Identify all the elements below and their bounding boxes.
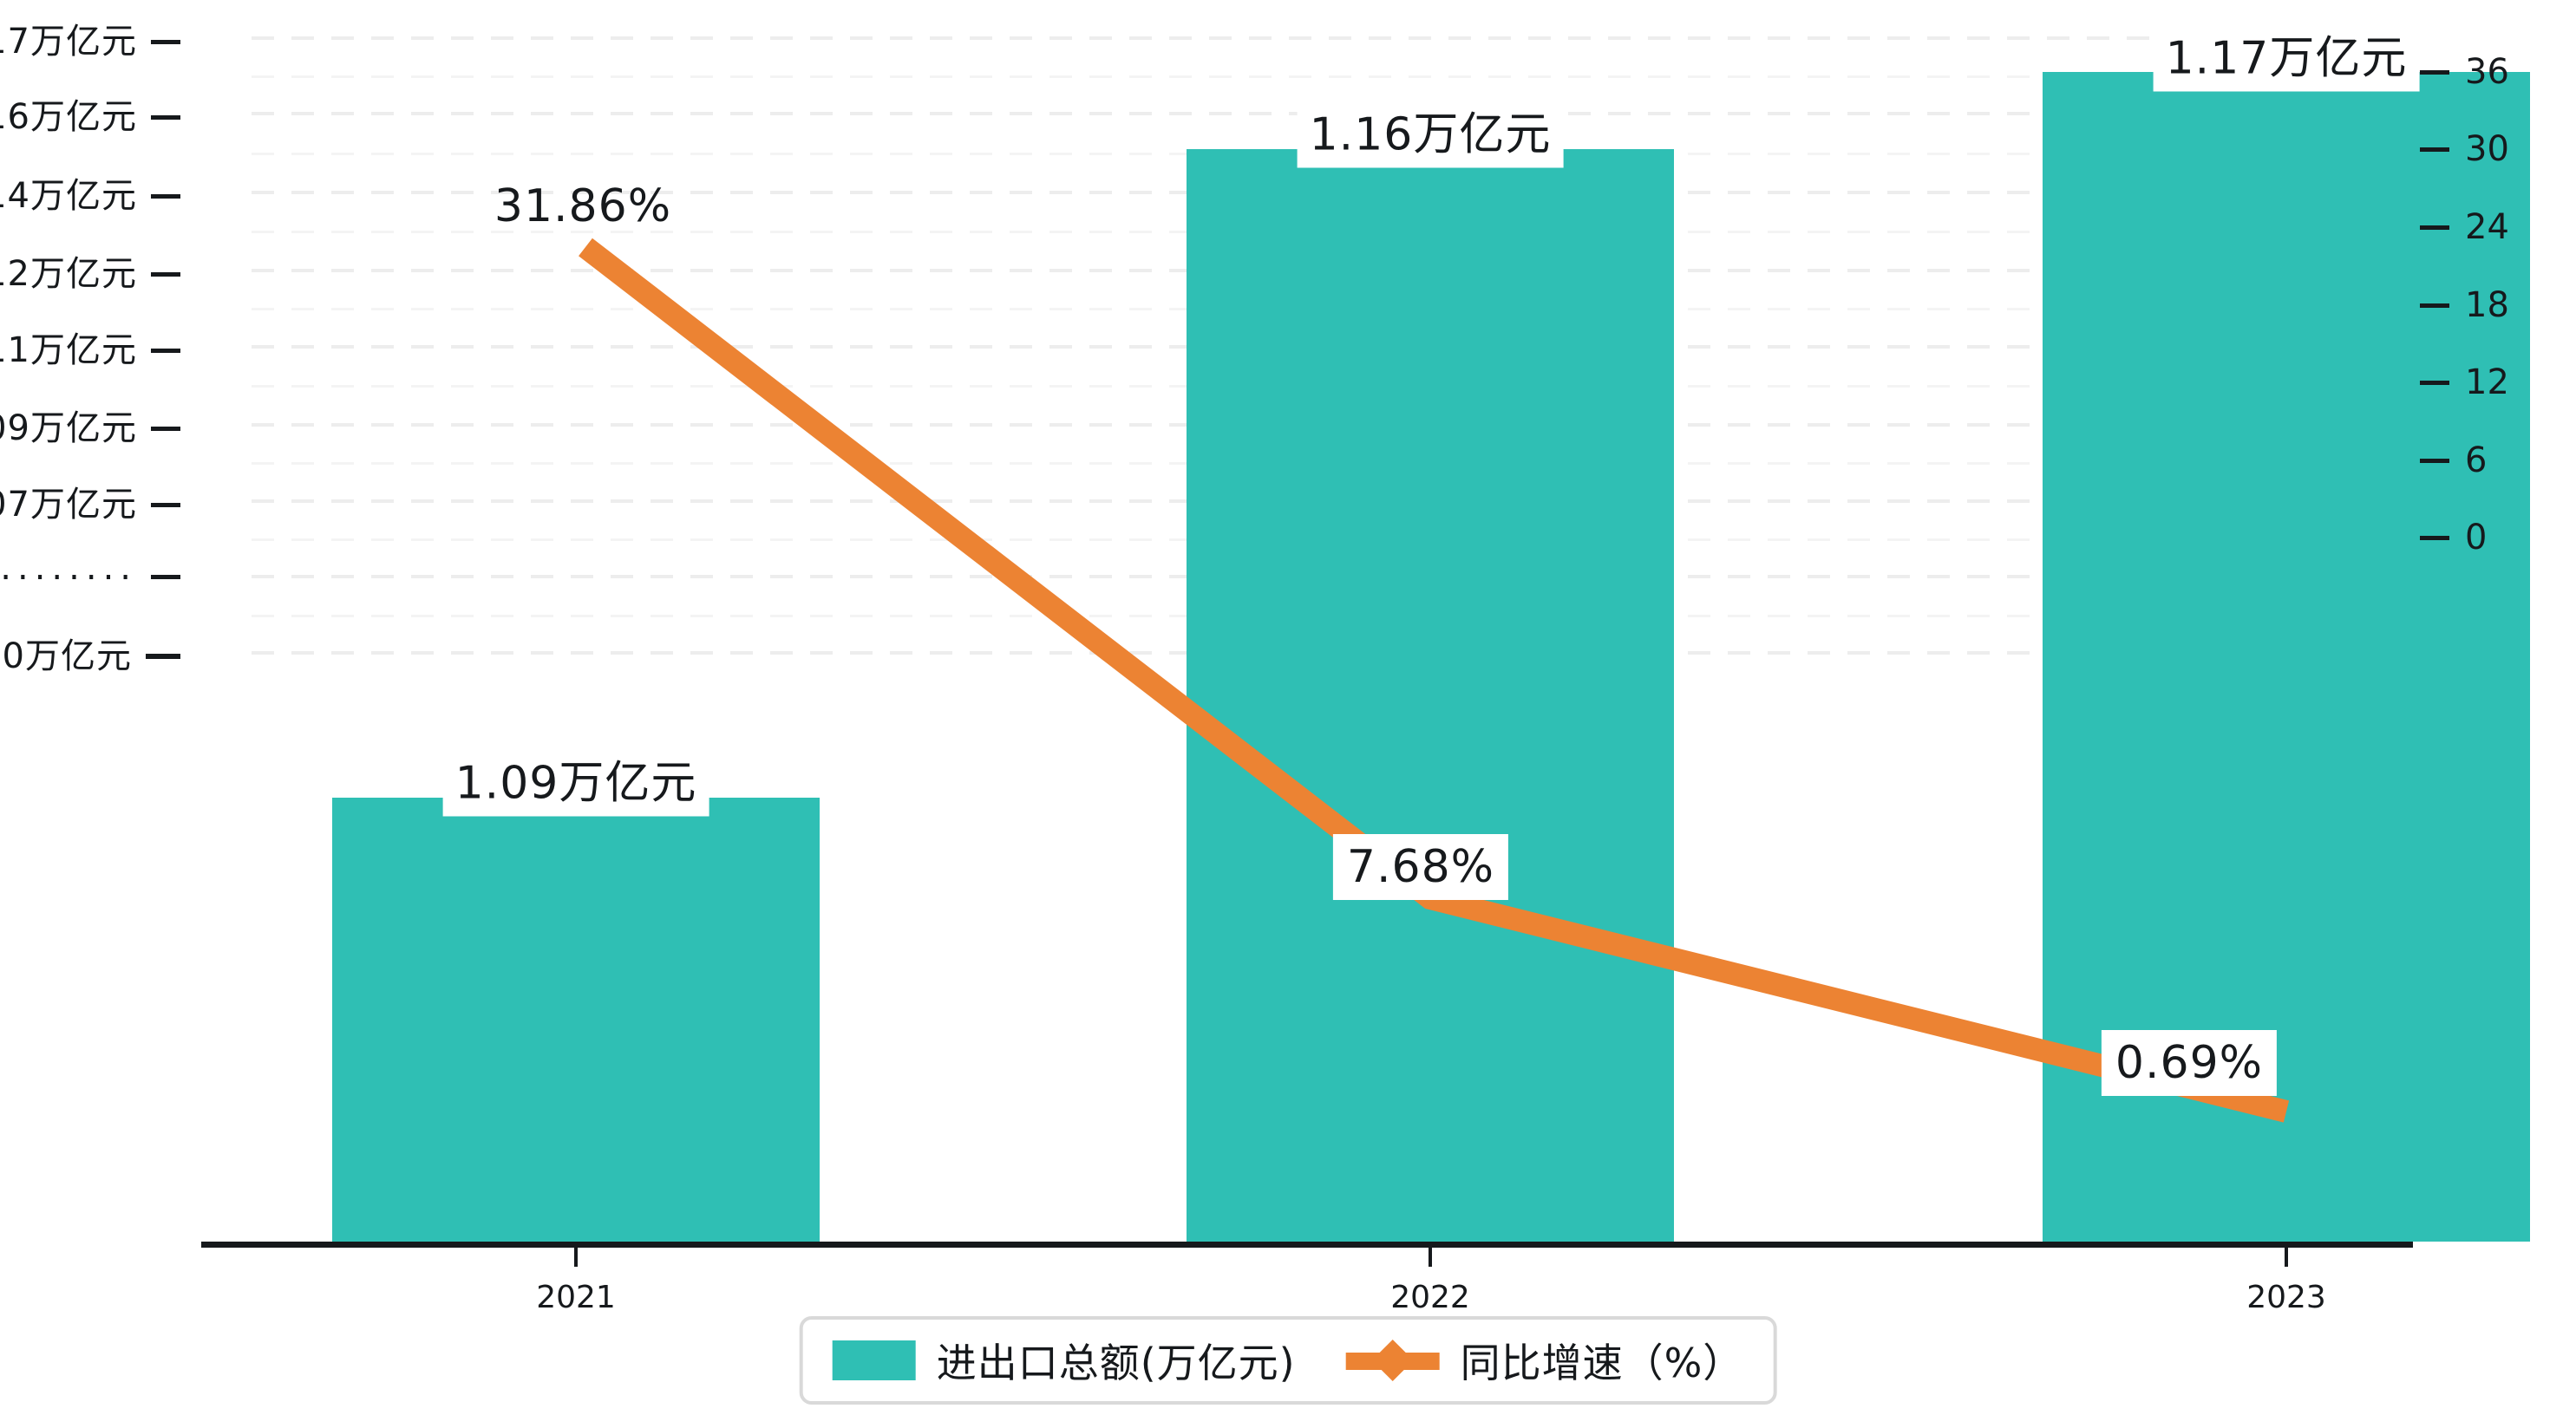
bar-2022[interactable]: [1187, 149, 1674, 1242]
y-right-tick-text: 18: [2465, 285, 2509, 325]
gridline-major: [252, 36, 2411, 40]
tick-dash-icon: [151, 502, 180, 507]
tick-dash-icon: [2420, 69, 2449, 75]
y-left-tick-text: ........: [0, 548, 137, 588]
y-right-tick-text: 24: [2465, 207, 2509, 247]
tick-dash-icon: [151, 348, 180, 353]
tick-dash-icon: [2420, 225, 2449, 230]
y-right-tick: 30: [2420, 129, 2509, 169]
x-tick-mark-2023: [2285, 1248, 2288, 1267]
y-right-tick-text: 12: [2465, 362, 2509, 402]
y-right-tick: 12: [2420, 362, 2509, 402]
y-right-tick: 6: [2420, 440, 2487, 480]
y-left-tick: 1.12万亿元: [0, 245, 180, 296]
legend-item-total-trade[interactable]: 进出口总额(万亿元): [832, 1332, 1296, 1389]
y-left-tick-text: 1.07万亿元: [0, 485, 137, 525]
bar-label-2023: 1.17万亿元: [2153, 16, 2420, 92]
legend-label-growth-rate: 同比增速（%）: [1460, 1340, 1744, 1386]
y-left-tick: 1.14万亿元: [0, 167, 180, 218]
y-right-tick: 18: [2420, 285, 2509, 325]
y-right-tick-text: 6: [2465, 440, 2488, 480]
y-left-tick-text: 1.17万亿元: [0, 22, 137, 62]
growth-label-2022: 7.68%: [1332, 834, 1509, 900]
y-left-tick-text: 1.11万亿元: [0, 330, 137, 370]
growth-label-2023: 0.69%: [2101, 1030, 2278, 1096]
bar-label-2022: 1.16万亿元: [1297, 92, 1564, 168]
tick-dash-icon: [151, 114, 180, 120]
tick-dash-icon: [2420, 535, 2449, 540]
plot-area: 1.09万亿元 1.16万亿元 1.17万亿元 31.86% 7.68% 0.69% 1…: [0, 13, 2530, 1242]
growth-label-2021: 31.86%: [494, 180, 672, 232]
tick-dash-icon: [2420, 303, 2449, 308]
x-tick-label-2021: 2021: [536, 1280, 616, 1315]
y-left-tick: 1.09万亿元: [0, 400, 180, 450]
y-left-tick: 1.11万亿元: [0, 322, 180, 372]
x-tick-label-2022: 2022: [1390, 1280, 1470, 1315]
y-right-tick-text: 30: [2465, 129, 2509, 169]
y-right-tick-text: 36: [2465, 52, 2509, 92]
bar-2021[interactable]: [332, 798, 820, 1242]
y-left-tick-text: 1.14万亿元: [0, 176, 137, 216]
y-left-tick-text: 1.12万亿元: [0, 254, 137, 294]
y-left-tick: 1.17万亿元: [0, 13, 180, 63]
y-right-tick-text: 0: [2465, 518, 2488, 558]
tick-dash-icon: [151, 39, 180, 44]
tick-dash-icon: [2420, 147, 2449, 152]
y-left-tick: 1.07万亿元: [0, 476, 180, 526]
y-left-tick: ........: [0, 548, 180, 597]
legend-item-growth-rate[interactable]: 同比增速（%）: [1345, 1332, 1744, 1389]
diamond-marker-icon: [1371, 1339, 1414, 1382]
bar-label-2021: 1.09万亿元: [442, 740, 709, 817]
y-left-tick-text: 1.09万亿元: [0, 408, 137, 448]
bar-swatch-icon: [832, 1340, 916, 1380]
x-axis-line: [201, 1242, 2413, 1248]
legend-label-total-trade: 进出口总额(万亿元): [936, 1340, 1296, 1386]
tick-dash-icon: [151, 271, 180, 277]
chart-legend[interactable]: 进出口总额(万亿元) 同比增速（%）: [799, 1316, 1777, 1405]
y-left-tick-text: 0万亿元: [2, 636, 132, 676]
tick-dash-icon: [2420, 380, 2449, 385]
tick-dash-icon: [151, 193, 180, 199]
y-right-tick: 0: [2420, 518, 2487, 558]
gridline-minor: [252, 75, 2411, 78]
x-tick-mark-2021: [574, 1248, 578, 1267]
y-right-tick: 24: [2420, 207, 2509, 247]
y-left-tick-text: 1.16万亿元: [0, 97, 137, 137]
tick-dash-icon: [151, 574, 180, 579]
y-right-tick: 36: [2420, 52, 2509, 92]
x-tick-label-2023: 2023: [2246, 1280, 2326, 1315]
tick-dash-icon: [146, 654, 180, 659]
line-swatch-icon: [1345, 1339, 1440, 1382]
x-tick-mark-2022: [1429, 1248, 1432, 1267]
tick-dash-icon: [151, 426, 180, 431]
y-left-tick: 1.16万亿元: [0, 88, 180, 139]
y-left-tick: 0万亿元: [3, 628, 180, 678]
tick-dash-icon: [2420, 458, 2449, 463]
